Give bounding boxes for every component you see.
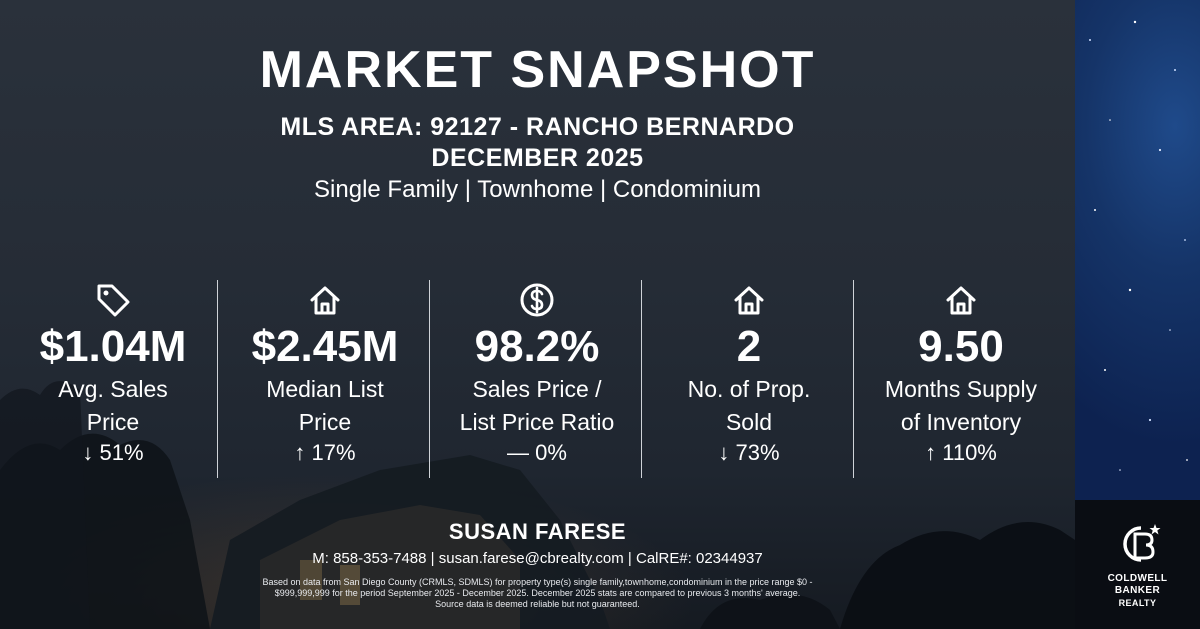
stat-change: ↑ 17%	[294, 440, 356, 465]
mls-area: MLS AREA: 92127 - RANCHO BERNARDO	[280, 113, 795, 141]
stat-value: $1.04M	[39, 322, 187, 371]
stat-value: 9.50	[918, 322, 1004, 371]
agent-name: SUSAN FARESE	[448, 519, 627, 544]
stat-label-line2: Sold	[725, 409, 773, 435]
brand-name-line2: BANKER	[1114, 585, 1161, 596]
stat-divider	[853, 280, 854, 478]
stat-change: ↓ 51%	[82, 440, 144, 465]
stars-decoration	[1089, 20, 1188, 471]
disclaimer-line2: $999,999,999 for the period September 20…	[274, 588, 801, 598]
stat-value: $2.45M	[251, 322, 399, 371]
dollar-circle-icon	[520, 283, 554, 317]
stat-change: ↑ 110%	[925, 440, 997, 465]
stat-label-line1: No. of Prop.	[687, 376, 811, 402]
stat-label-line1: Median List	[266, 376, 384, 402]
house-icon	[734, 286, 764, 315]
brand-name-line1: COLDWELL	[1107, 573, 1168, 584]
house-icon	[310, 286, 340, 315]
property-types: Single Family | Townhome | Condominium	[314, 176, 761, 203]
stat-label-line2: of Inventory	[900, 409, 1022, 435]
stat-value: 2	[736, 322, 762, 371]
stat-divider	[641, 280, 642, 478]
stat-sales-list-ratio: 98.2% Sales Price / List Price Ratio — 0…	[431, 280, 643, 468]
stat-properties-sold: 2 No. of Prop. Sold ↓ 73%	[643, 280, 855, 468]
agent-contact: M: 858-353-7488 | susan.farese@cbrealty.…	[312, 550, 763, 567]
stat-change: ↓ 73%	[718, 440, 780, 465]
stat-label-line1: Sales Price /	[472, 376, 602, 402]
disclaimer: Based on data from San Diego County (CRM…	[230, 577, 845, 610]
stat-change: — 0%	[507, 440, 567, 465]
stat-divider	[217, 280, 218, 478]
stat-label-line1: Avg. Sales	[58, 376, 168, 402]
stat-label-line2: List Price Ratio	[459, 409, 615, 435]
price-tag-icon	[97, 284, 130, 317]
house-icon	[946, 286, 976, 315]
stat-months-supply: 9.50 Months Supply of Inventory ↑ 110%	[855, 280, 1067, 468]
disclaimer-line1: Based on data from San Diego County (CRM…	[262, 577, 813, 587]
background-scene	[0, 381, 1075, 629]
coldwell-banker-logo-icon	[1123, 524, 1161, 562]
brand-name-line3: REALTY	[1118, 598, 1157, 608]
page-title: MARKET SNAPSHOT	[259, 41, 816, 99]
stat-label-line1: Months Supply	[884, 376, 1038, 402]
stat-median-list-price: $2.45M Median List Price ↑ 17%	[219, 280, 431, 468]
report-period: DECEMBER 2025	[431, 144, 644, 172]
stat-label-line2: Price	[298, 409, 352, 435]
stat-avg-sales-price: $1.04M Avg. Sales Price ↓ 51%	[7, 280, 219, 468]
stat-divider	[429, 280, 430, 478]
stat-label-line2: Price	[86, 409, 140, 435]
brand-logo-block	[1075, 500, 1200, 629]
disclaimer-line3: Source data is deemed reliable but not g…	[435, 599, 640, 609]
stat-value: 98.2%	[474, 322, 600, 371]
